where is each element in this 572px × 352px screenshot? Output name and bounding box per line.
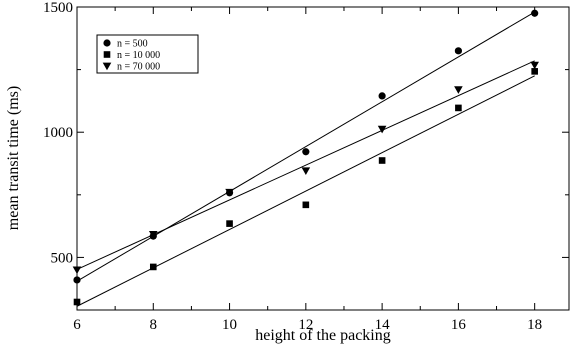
data-point-series-0 [378,92,386,100]
y-tick-label: 500 [51,250,74,266]
x-tick-label: 18 [527,317,542,333]
y-axis-label: mean transit time (ms) [5,86,22,230]
data-point-series-2 [301,167,311,175]
data-point-series-1 [149,263,157,271]
data-point-series-0 [454,47,462,55]
data-points [72,9,539,306]
data-point-series-1 [378,157,386,164]
x-tick-label: 14 [375,317,391,333]
y-tick-label: 1500 [43,0,73,16]
legend-marker-series-0 [103,39,111,47]
axis-ticks: 6 8 10 12 14 16 18 500 1000 1500 [43,0,569,333]
legend-label-series-2: n = 70 000 [117,62,160,73]
x-axis-label: height of the packing [255,327,391,344]
legend-marker-series-1 [103,51,111,58]
legend-box [96,34,199,74]
data-point-series-2 [377,125,387,134]
data-point-series-1 [302,201,310,209]
plot-frame [76,6,570,311]
x-tick-label: 8 [150,317,158,333]
data-point-series-1 [226,220,233,227]
x-tick-label: 12 [298,317,313,333]
data-point-series-0 [531,9,539,17]
data-point-series-1 [73,298,81,306]
y-tick-label: 1000 [43,125,73,141]
x-tick-label: 6 [73,317,81,333]
data-point-series-1 [455,104,462,112]
data-point-series-2 [72,266,82,275]
data-point-series-1 [531,68,538,75]
legend-label-series-1: n = 10 000 [117,50,160,61]
legend-label-series-0: n = 500 [117,39,148,50]
data-point-series-2 [530,61,539,70]
data-point-series-0 [73,276,81,284]
data-point-series-2 [148,230,158,239]
data-point-series-0 [302,148,310,156]
fit-line-series-2 [76,60,535,270]
x-tick-label: 16 [451,317,467,333]
fit-line-series-1 [76,75,535,307]
data-point-series-2 [454,86,463,94]
legend-marker-series-2 [102,62,112,71]
x-tick-label: 10 [222,317,237,333]
data-point-series-2 [225,188,234,197]
